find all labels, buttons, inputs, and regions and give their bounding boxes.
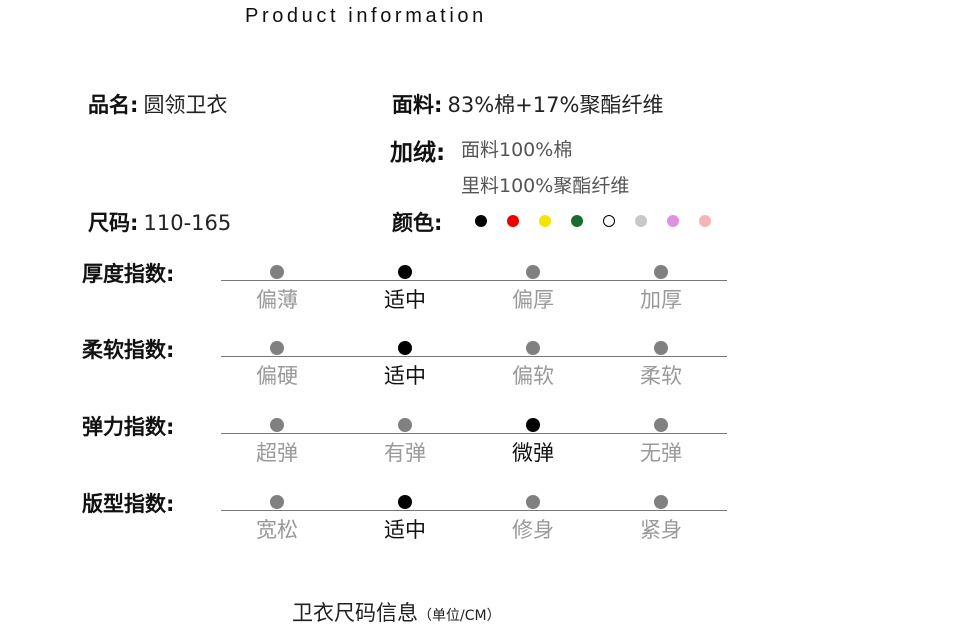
- color-swatch[interactable]: [603, 215, 615, 227]
- index-label: 厚度指数:: [82, 262, 175, 286]
- scale-line: [221, 433, 727, 434]
- page-title: Product information: [245, 5, 487, 27]
- scale-dot: [398, 418, 412, 432]
- index-row: 柔软指数: 偏硬 适中 偏软 柔软: [0, 338, 973, 406]
- fabric-label: 面料:: [392, 93, 443, 117]
- scale-dot: [398, 265, 412, 279]
- scale-option: 偏软: [512, 364, 554, 388]
- scale-option: 加厚: [640, 288, 682, 312]
- name-label: 品名:: [88, 93, 139, 117]
- color-swatch[interactable]: [699, 215, 711, 227]
- fleece-label: 加绒:: [390, 140, 446, 166]
- scale-dot: [526, 495, 540, 509]
- scale-line: [221, 280, 727, 281]
- color-swatch[interactable]: [667, 215, 679, 227]
- index-label: 柔软指数:: [82, 338, 175, 362]
- scale-dot: [270, 418, 284, 432]
- scale-option: 偏厚: [512, 288, 554, 312]
- color-swatch[interactable]: [635, 215, 647, 227]
- scale-option: 无弹: [640, 441, 682, 465]
- fleece-line2: 里料100%聚酯纤维: [461, 175, 630, 197]
- size-info-heading: 卫衣尺码信息（单位/CM）: [292, 597, 501, 627]
- product-name: 品名: 圆领卫衣: [88, 89, 228, 119]
- size-label: 尺码:: [88, 211, 139, 235]
- index-row: 版型指数: 宽松 适中 修身 紧身: [0, 492, 973, 560]
- scale-line: [221, 510, 727, 511]
- color-swatch[interactable]: [507, 215, 519, 227]
- index-row: 厚度指数: 偏薄 适中 偏厚 加厚: [0, 262, 973, 330]
- scale-dot: [654, 495, 668, 509]
- scale-dot: [526, 341, 540, 355]
- scale-line: [221, 356, 727, 357]
- scale-dot: [654, 265, 668, 279]
- color-swatch[interactable]: [475, 215, 487, 227]
- index-label: 版型指数:: [82, 492, 175, 516]
- scale-dot: [654, 341, 668, 355]
- scale-dot: [398, 495, 412, 509]
- scale-option: 偏硬: [256, 364, 298, 388]
- scale-option: 修身: [512, 518, 554, 542]
- color-swatch[interactable]: [539, 215, 551, 227]
- fleece-line1: 面料100%棉: [461, 139, 573, 161]
- size: 尺码: 110-165: [88, 207, 231, 237]
- scale-option: 适中: [384, 364, 426, 388]
- scale-option: 微弹: [512, 441, 554, 465]
- scale-option: 适中: [384, 518, 426, 542]
- scale-dot: [270, 495, 284, 509]
- scale-dot: [654, 418, 668, 432]
- scale-option: 紧身: [640, 518, 682, 542]
- name-value: 圆领卫衣: [143, 93, 228, 117]
- index-label: 弹力指数:: [82, 415, 175, 439]
- scale-dot: [270, 341, 284, 355]
- scale-option: 偏薄: [256, 288, 298, 312]
- color-label: 颜色:: [392, 211, 443, 235]
- scale-dot: [398, 341, 412, 355]
- fabric-value: 83%棉+17%聚酯纤维: [447, 93, 664, 117]
- scale-option: 宽松: [256, 518, 298, 542]
- scale-dot: [526, 265, 540, 279]
- footer-unit: （单位/CM）: [418, 608, 501, 624]
- scale-dot: [526, 418, 540, 432]
- scale-option: 柔软: [640, 364, 682, 388]
- scale-option: 有弹: [384, 441, 426, 465]
- fabric: 面料: 83%棉+17%聚酯纤维: [392, 89, 663, 119]
- scale-dot: [270, 265, 284, 279]
- color-swatch[interactable]: [571, 215, 583, 227]
- scale-option: 适中: [384, 288, 426, 312]
- scale-option: 超弹: [256, 441, 298, 465]
- size-value: 110-165: [143, 211, 232, 235]
- index-row: 弹力指数: 超弹 有弹 微弹 无弹: [0, 415, 973, 483]
- footer-text: 卫衣尺码信息: [292, 601, 418, 625]
